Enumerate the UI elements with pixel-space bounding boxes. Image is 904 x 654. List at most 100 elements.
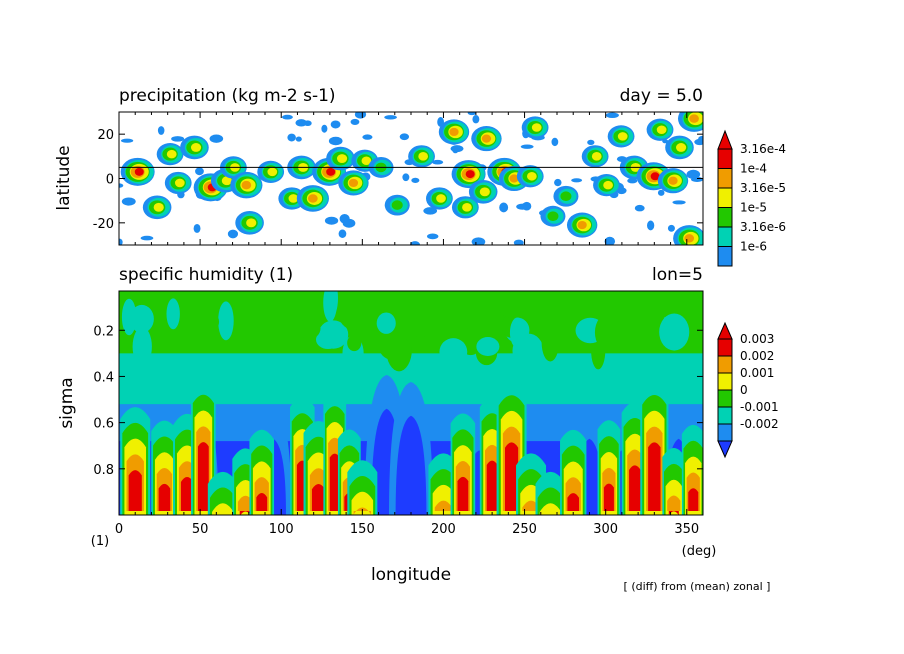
precip-cell: [166, 149, 177, 159]
precip-speckle: [330, 120, 341, 129]
precip-speckle: [350, 118, 360, 125]
precip-cell: [668, 176, 678, 185]
precip-speckle: [362, 134, 373, 140]
precip-cell: [246, 218, 257, 228]
precip-cell: [241, 180, 252, 190]
top-colorbar-label: 3.16e-5: [740, 181, 786, 195]
precip-speckle: [513, 239, 524, 245]
top-y-tick-label: 20: [97, 128, 114, 143]
humidity-texture: [318, 320, 349, 349]
precip-speckle: [295, 136, 302, 142]
humidity-texture: [410, 335, 431, 353]
humidity-texture: [673, 292, 701, 323]
precip-speckle: [281, 114, 293, 120]
top-colorbar-label: 3.16e-4: [740, 142, 786, 156]
top-colorbar: 3.16e-4 1e-4 3.16e-5 1e-5 3.16e-6 1e-6: [717, 129, 786, 267]
precip-speckle: [140, 235, 154, 241]
humidity-texture: [347, 334, 362, 352]
precip-cell: [479, 187, 490, 197]
bottom-axes: 0.2 0.4 0.6 0.8 0 50 100 150 200 250 300 350: [93, 324, 703, 537]
precip-speckle: [431, 159, 444, 165]
precip-speckle: [209, 134, 224, 143]
humidity-texture: [379, 336, 412, 361]
humidity-texture: [376, 312, 396, 334]
precip-speckle: [193, 223, 201, 233]
precip-speckle: [587, 139, 595, 145]
moist-column: [329, 453, 340, 511]
top-colorbar-label: 1e-5: [740, 201, 767, 215]
humidity-texture: [166, 298, 180, 330]
value-unit-label: (1): [91, 534, 109, 549]
bottom-colorbar-label: -0.002: [740, 417, 779, 431]
bottom-colorbar: 0.003 0.002 0.001 0 -0.001 -0.002: [717, 321, 779, 459]
bottom-x-tick-label: 100: [269, 522, 294, 537]
top-colorbar-swatch: [717, 207, 733, 228]
moist-column: [351, 491, 374, 515]
bottom-x-tick-label: 200: [431, 522, 456, 537]
humidity-texture: [218, 301, 234, 341]
bottom-x-tick-label: 250: [512, 522, 537, 537]
precip-speckle: [321, 124, 328, 133]
top-colorbar-swatch: [717, 148, 733, 169]
precip-speckle: [120, 138, 134, 143]
precip-speckle: [554, 178, 562, 187]
precip-cell: [531, 123, 542, 132]
precip-speckle: [295, 119, 308, 127]
precip-cell: [361, 156, 372, 166]
moist-column: [668, 511, 679, 515]
bottom-colorbar-swatch: [717, 406, 733, 425]
precip-cell: [577, 220, 587, 230]
precip-cell: [560, 191, 572, 202]
bottom-colorbar-swatch: [717, 338, 733, 357]
bottom-chart-title: specific humidity (1): [119, 265, 293, 285]
precip-cell: [617, 132, 628, 141]
precip-speckle: [411, 177, 420, 183]
precip-speckle: [157, 126, 165, 135]
precip-speckle: [604, 236, 616, 245]
top-chart-day-label: day = 5.0: [620, 86, 703, 106]
humidity-field: [119, 291, 703, 515]
moist-column: [629, 465, 641, 511]
precip-cell: [603, 180, 613, 190]
top-colorbar-swatch: [717, 187, 733, 208]
humidity-texture: [182, 291, 196, 319]
bottom-y-tick-label: 0.2: [93, 324, 114, 339]
precip-cell: [134, 167, 144, 176]
humidity-texture: [429, 308, 450, 347]
precip-cell: [326, 167, 336, 176]
top-y-tick-label: 0: [106, 173, 114, 188]
moist-column: [603, 483, 614, 511]
precip-speckle: [328, 136, 343, 146]
precip-speckle: [551, 137, 559, 147]
humidity-texture: [191, 309, 220, 334]
bottom-y-tick-label: 0.6: [93, 417, 114, 432]
bottom-colorbar-label: 0: [740, 383, 748, 397]
bottom-y-tick-label: 0.8: [93, 463, 114, 478]
moist-column: [486, 460, 498, 511]
precip-speckle: [672, 200, 686, 205]
moist-column: [667, 495, 681, 511]
precip-speckle: [342, 218, 356, 228]
top-y-tick-label: -20: [93, 217, 114, 232]
moist-column: [311, 483, 326, 511]
precip-cell: [288, 194, 299, 203]
precipitation-field: [119, 112, 703, 245]
precip-cell: [547, 211, 559, 221]
precip-speckle: [605, 112, 619, 119]
bottom-y-tick-label: 0.4: [93, 370, 114, 385]
precip-cell: [526, 172, 537, 181]
moist-column: [180, 476, 194, 511]
dry-column-core: [395, 415, 427, 515]
moist-column: [212, 503, 234, 515]
moist-column: [539, 503, 562, 515]
precip-cell: [462, 203, 472, 212]
top-colorbar-label: 1e-4: [740, 162, 767, 176]
moist-column: [237, 495, 254, 511]
precip-speckle: [686, 169, 701, 180]
precip-speckle: [354, 112, 367, 119]
top-colorbar-swatch: [717, 226, 733, 247]
humidity-texture: [129, 304, 154, 333]
precip-speckle: [338, 229, 347, 238]
precip-cell: [684, 234, 695, 243]
precip-cell: [481, 134, 492, 143]
